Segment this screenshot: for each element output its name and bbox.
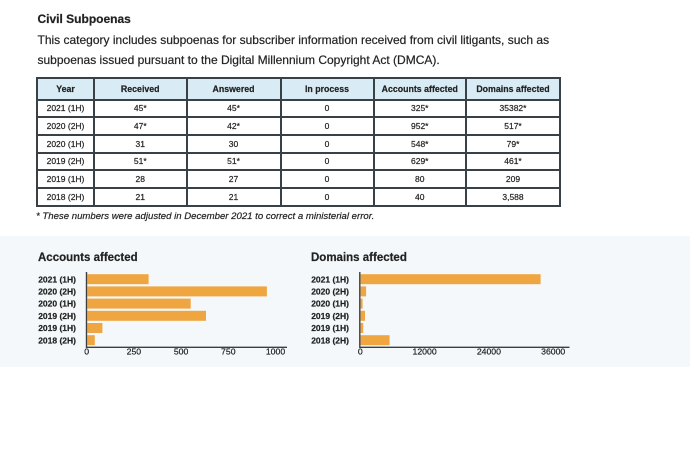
svg-text:2019 (1H): 2019 (1H) xyxy=(38,323,76,333)
svg-text:2021 (1H): 2021 (1H) xyxy=(38,274,76,284)
svg-text:2019 (2H): 2019 (2H) xyxy=(38,311,76,321)
svg-text:2019 (1H): 2019 (1H) xyxy=(311,323,349,333)
svg-text:12000: 12000 xyxy=(413,346,437,356)
svg-text:750: 750 xyxy=(221,346,236,356)
svg-text:250: 250 xyxy=(127,346,142,356)
svg-text:2020 (1H): 2020 (1H) xyxy=(38,299,76,309)
svg-text:0: 0 xyxy=(358,346,363,356)
svg-text:500: 500 xyxy=(174,346,189,356)
svg-text:2020 (1H): 2020 (1H) xyxy=(311,299,349,309)
svg-text:2018 (2H): 2018 (2H) xyxy=(38,335,76,345)
svg-text:36000: 36000 xyxy=(541,346,565,356)
svg-text:2018 (2H): 2018 (2H) xyxy=(311,335,349,345)
svg-text:2020 (2H): 2020 (2H) xyxy=(38,287,76,297)
svg-text:2019 (2H): 2019 (2H) xyxy=(311,311,349,321)
svg-text:0: 0 xyxy=(84,346,89,356)
svg-text:2020 (2H): 2020 (2H) xyxy=(311,287,349,297)
svg-text:24000: 24000 xyxy=(477,346,501,356)
svg-text:Accounts affected: Accounts affected xyxy=(38,252,138,264)
svg-text:2021 (1H): 2021 (1H) xyxy=(311,274,349,284)
svg-text:Domains affected: Domains affected xyxy=(311,252,407,264)
svg-text:1000: 1000 xyxy=(266,346,285,356)
